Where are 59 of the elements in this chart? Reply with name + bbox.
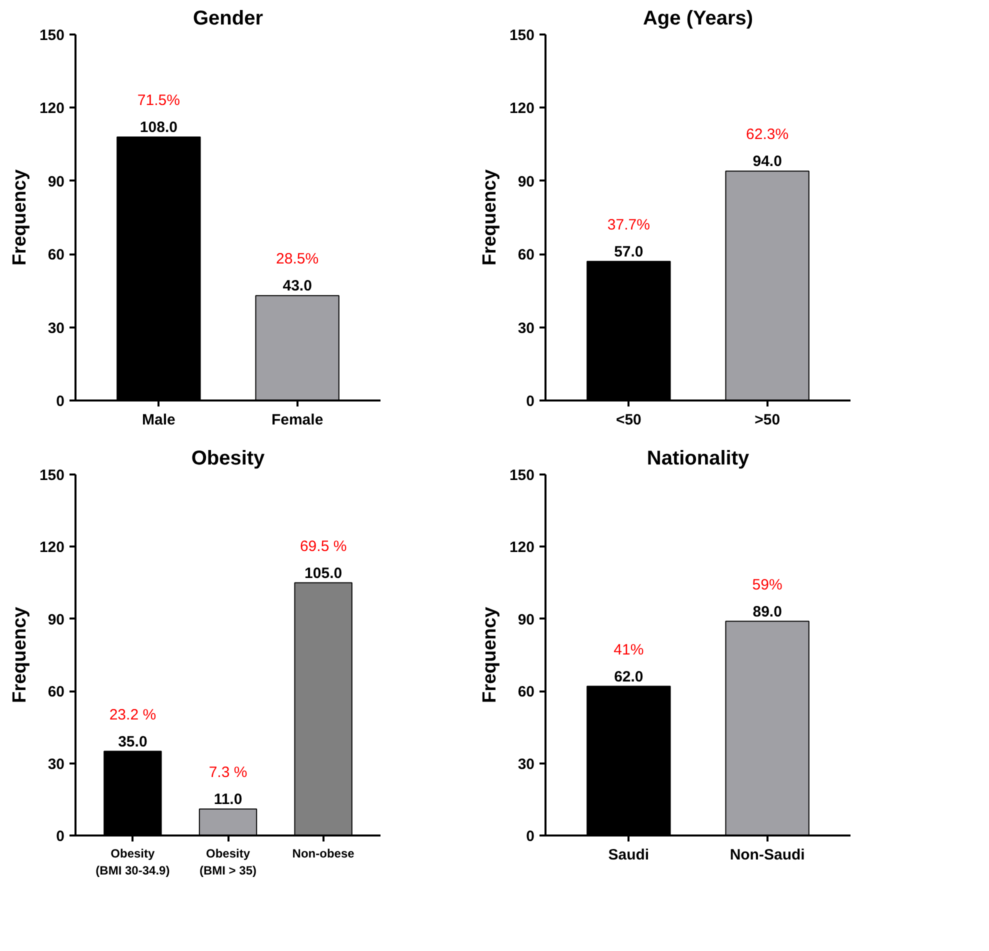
data-label: 89.0 <box>752 603 782 620</box>
annotation: 37.7% <box>607 216 650 234</box>
x-tick-label: Non-obese <box>292 846 355 860</box>
y-tick-label: 0 <box>56 393 64 410</box>
y-axis-title: Frequency <box>9 169 30 266</box>
y-tick-label: 30 <box>48 756 65 773</box>
data-label: 35.0 <box>118 733 148 750</box>
y-tick-label: 60 <box>48 246 65 264</box>
y-tick-label: 90 <box>518 611 535 628</box>
y-tick-label: 90 <box>518 173 535 190</box>
y-tick-label: 90 <box>48 173 65 190</box>
y-tick-label: 30 <box>518 320 535 337</box>
y-tick-label: 120 <box>39 539 65 556</box>
data-label: 108.0 <box>140 118 178 136</box>
x-tick-label: Obesity (BMI > 35) <box>199 846 257 878</box>
y-tick-label: 150 <box>509 467 535 484</box>
chart-title: Nationality <box>646 448 750 470</box>
y-tick-label: 120 <box>509 100 535 118</box>
annotation: 28.5% <box>276 250 319 268</box>
annotation: 62.3% <box>746 126 789 144</box>
data-label: 62.0 <box>614 668 644 686</box>
x-tick-label: Non-Saudi <box>730 846 805 864</box>
annotation: 23.2 % <box>109 706 156 724</box>
data-label: 57.0 <box>614 243 644 260</box>
y-tick-label: 150 <box>39 27 65 44</box>
y-tick-label: 90 <box>48 611 65 628</box>
y-axis-title: Frequency <box>479 606 500 704</box>
y-tick-label: 120 <box>39 100 65 118</box>
data-label: 11.0 <box>214 791 242 808</box>
x-tick-label: Obesity (BMI 30-34.9) <box>96 846 170 878</box>
y-tick-label: 0 <box>56 828 64 845</box>
annotation: 71.5% <box>137 92 180 109</box>
y-tick-label: 60 <box>518 684 535 701</box>
y-axis-title: Frequency <box>479 169 500 266</box>
data-label: 105.0 <box>304 564 342 582</box>
y-tick-label: 0 <box>526 828 534 845</box>
chart-title: Gender <box>192 8 264 30</box>
y-tick-label: 30 <box>48 320 65 337</box>
annotation: 41% <box>614 641 644 658</box>
y-tick-label: 150 <box>39 467 65 484</box>
x-tick-label: Female <box>271 412 324 428</box>
annotation: 59% <box>752 576 782 594</box>
y-tick-label: 60 <box>518 246 535 264</box>
y-tick-label: 0 <box>526 393 534 410</box>
x-tick-label: Saudi <box>608 846 650 864</box>
y-tick-label: 150 <box>509 27 535 44</box>
y-tick-label: 120 <box>509 539 535 556</box>
y-tick-label: 30 <box>518 756 535 773</box>
data-label: 43.0 <box>282 278 312 295</box>
chart-title: Age (Years) <box>642 8 754 30</box>
annotation: 7.3 % <box>208 764 248 782</box>
y-tick-label: 60 <box>48 684 65 701</box>
annotation: 69.5 % <box>300 538 347 555</box>
y-axis-title: Frequency <box>9 606 30 704</box>
data-label: 94.0 <box>752 153 782 170</box>
x-tick-label: >50 <box>754 412 780 428</box>
x-tick-label: Male <box>142 412 176 428</box>
x-tick-label: <50 <box>616 412 642 428</box>
chart-title: Obesity <box>191 448 266 470</box>
